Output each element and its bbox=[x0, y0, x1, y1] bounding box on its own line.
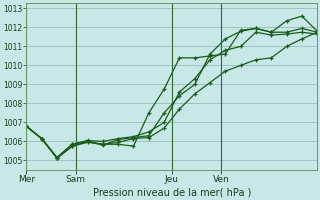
X-axis label: Pression niveau de la mer( hPa ): Pression niveau de la mer( hPa ) bbox=[92, 187, 251, 197]
